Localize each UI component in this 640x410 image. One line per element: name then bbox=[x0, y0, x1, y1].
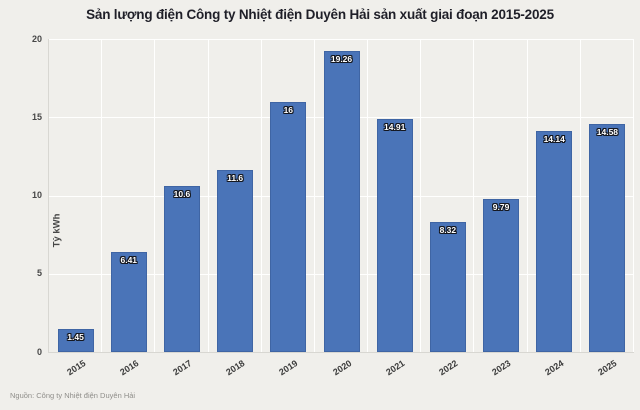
x-tick-label: 2019 bbox=[277, 358, 300, 378]
gridline-v bbox=[313, 39, 315, 352]
bar-value-label: 14.14 bbox=[543, 133, 565, 144]
bar-2018 bbox=[217, 170, 254, 352]
y-tick-label: 10 bbox=[31, 190, 42, 200]
gridline-v bbox=[420, 39, 422, 352]
x-tick-label: 2024 bbox=[543, 358, 566, 378]
gridline-v bbox=[526, 39, 528, 352]
gridline-v bbox=[579, 39, 581, 352]
x-tick-label: 2025 bbox=[596, 358, 619, 378]
y-tick-label: 15 bbox=[31, 111, 42, 122]
x-tick-label: 2015 bbox=[64, 358, 88, 378]
x-tick-label: 2021 bbox=[383, 358, 407, 378]
bar-2020 bbox=[323, 50, 360, 352]
bar-value-label: 11.6 bbox=[227, 173, 244, 184]
y-tick-label: 20 bbox=[31, 33, 42, 44]
y-tick-label: 0 bbox=[36, 346, 42, 357]
y-axis-title: Tỷ kWh bbox=[51, 213, 63, 248]
bar-2016 bbox=[110, 251, 147, 352]
bar-2023 bbox=[483, 198, 520, 352]
gridline-v bbox=[207, 39, 209, 352]
bar-2019 bbox=[270, 101, 307, 352]
bar-value-label: 9.79 bbox=[492, 201, 510, 212]
chart-title: Sản lượng điện Công ty Nhiệt điện Duyên … bbox=[86, 7, 554, 22]
gridline-v bbox=[367, 39, 369, 352]
bar-value-label: 14.91 bbox=[384, 121, 406, 132]
bar-2024 bbox=[536, 130, 573, 352]
gridline-v bbox=[154, 39, 156, 352]
x-tick-label: 2020 bbox=[330, 358, 353, 378]
bar-value-label: 1.45 bbox=[67, 332, 84, 343]
bar-2015 bbox=[57, 329, 94, 352]
bar-value-label: 8.32 bbox=[439, 224, 457, 235]
gridline-v bbox=[633, 39, 634, 352]
x-tick-label: 2016 bbox=[117, 358, 141, 378]
x-tick-label: 2023 bbox=[490, 358, 513, 378]
bar-2021 bbox=[376, 118, 413, 352]
bar-2022 bbox=[429, 221, 466, 352]
bar-2017 bbox=[163, 186, 200, 352]
source-note: Nguồn: Công ty Nhiệt điện Duyên Hải bbox=[10, 391, 136, 400]
y-tick-label: 5 bbox=[36, 268, 42, 279]
plot-area: Tỷ kWh 1.45 6.41 10.6 11.6 16 19.26 14.91 8.32 9… bbox=[48, 39, 634, 353]
x-tick-label: 2018 bbox=[224, 358, 247, 378]
gridline-v bbox=[101, 39, 103, 352]
x-tick-label: 2017 bbox=[171, 358, 194, 378]
x-tick-label: 2022 bbox=[437, 358, 460, 378]
bar-2025 bbox=[589, 123, 626, 352]
bar-value-label: 14.58 bbox=[596, 126, 619, 137]
bar-value-label: 10.6 bbox=[173, 189, 191, 200]
gridline-v bbox=[260, 39, 262, 352]
gridline-v bbox=[473, 39, 475, 352]
gridline-h bbox=[49, 39, 634, 40]
bar-value-label: 6.41 bbox=[120, 254, 138, 265]
bar-value-label: 16 bbox=[283, 104, 294, 115]
bar-value-label: 19.26 bbox=[330, 53, 353, 64]
